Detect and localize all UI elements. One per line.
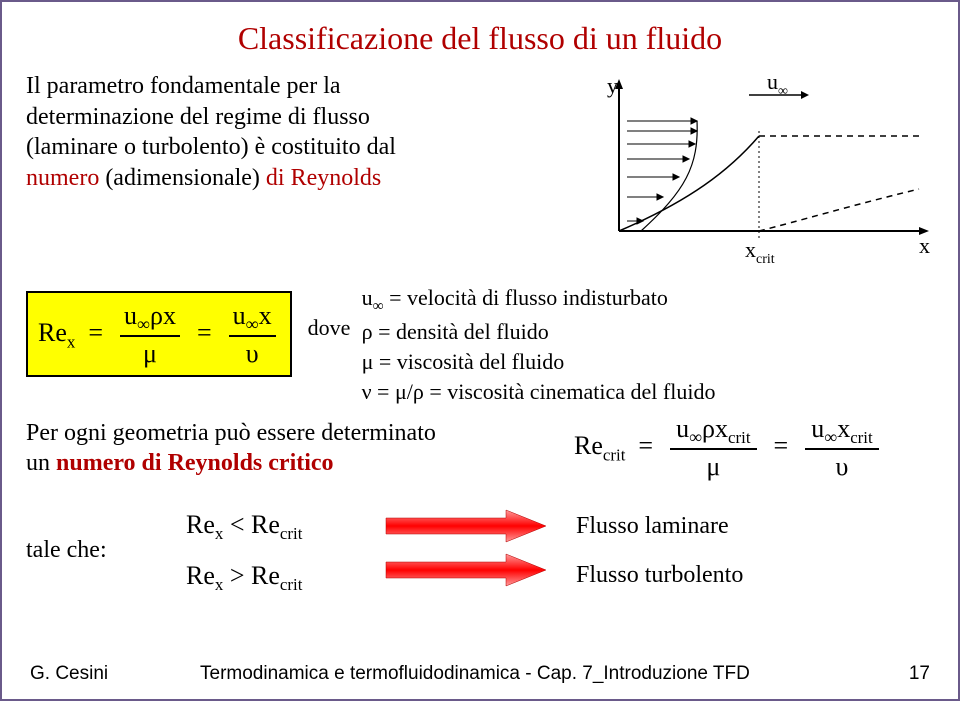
intro-line1: Il parametro fondamentale per la	[26, 73, 341, 99]
ineq2: Rex > Recrit	[186, 551, 376, 601]
legend-line1: u∞ = velocità di flusso indisturbato	[362, 283, 934, 317]
legend-line3: μ = viscosità del fluido	[362, 347, 934, 377]
re-eq1: =	[88, 318, 103, 347]
re-frac1-den: μ	[120, 337, 180, 369]
recrit-frac1-den: μ	[670, 450, 756, 482]
arrow2	[386, 554, 546, 586]
slide-footer: G. Cesini Termodinamica e termofluidodin…	[2, 663, 958, 685]
recrit-frac2: u∞xcrit υ	[805, 414, 878, 482]
turbulent-curve	[759, 189, 919, 231]
intro-emph2: di Reynolds	[266, 165, 381, 191]
re-eq2: =	[197, 318, 212, 347]
geom-line1: Per ogni geometria può essere determinat…	[26, 420, 436, 446]
x-axis-label: x	[919, 233, 930, 258]
footer-page: 17	[880, 663, 930, 685]
intro-line2: determinazione del regime di flusso	[26, 104, 370, 130]
footer-author: G. Cesini	[30, 663, 200, 685]
row-intro-diagram: Il parametro fondamentale per la determi…	[26, 71, 934, 271]
re-sub-x: x	[67, 332, 75, 351]
legend-line2: ρ = densità del fluido	[362, 317, 934, 347]
re-frac1-num: u∞ρx	[120, 301, 180, 337]
row-conclusion: tale che: Rex < Recrit Rex > Recrit	[26, 500, 934, 601]
legend-block: u∞ = velocità di flusso indisturbato ρ =…	[362, 279, 934, 406]
diagram-svg: y x	[599, 71, 934, 271]
recrit-formula: Recrit = u∞ρxcrit μ = u∞xcrit υ	[574, 414, 934, 482]
intro-line3: (laminare o turbolento) è costituito dal	[26, 134, 396, 160]
row-formula-legend: Rex = u∞ρx μ = u∞x υ dove u∞ = velocità …	[26, 279, 934, 406]
recrit-eq2: =	[774, 431, 789, 460]
result1: Flusso laminare	[576, 502, 743, 551]
dove-label: dove	[292, 279, 362, 341]
re-symbol: Re	[38, 318, 67, 347]
re-frac1: u∞ρx μ	[120, 301, 180, 369]
geometry-text: Per ogni geometria può essere determinat…	[26, 418, 574, 478]
velocity-arrows	[627, 118, 697, 224]
recrit-frac2-num: u∞xcrit	[805, 414, 878, 450]
xcrit-label: xcrit	[745, 237, 775, 267]
ineq1: Rex < Recrit	[186, 500, 376, 550]
freestream-arrow-head	[801, 91, 809, 99]
arrows-column	[376, 506, 576, 596]
recrit-frac1: u∞ρxcrit μ	[670, 414, 756, 482]
recrit-symbol: Re	[574, 431, 603, 460]
recrit-eq1: =	[638, 431, 653, 460]
footer-caption: Termodinamica e termofluidodinamica - Ca…	[200, 663, 880, 685]
slide-title: Classificazione del flusso di un fluido	[26, 20, 934, 57]
tale-che: tale che:	[26, 537, 186, 564]
re-frac2: u∞x υ	[229, 301, 276, 369]
reynolds-formula: Rex = u∞ρx μ = u∞x υ	[26, 291, 292, 377]
intro-text: Il parametro fondamentale per la determi…	[26, 71, 599, 271]
reynolds-formula-cell: Rex = u∞ρx μ = u∞x υ	[26, 279, 292, 377]
intro-emph1: numero	[26, 165, 99, 191]
recrit-frac1-num: u∞ρxcrit	[670, 414, 756, 450]
results-column: Flusso laminare Flusso turbolento	[576, 502, 743, 600]
y-axis-label: y	[607, 73, 618, 98]
recrit-sub: crit	[603, 446, 626, 465]
slide-frame: Classificazione del flusso di un fluido …	[0, 0, 960, 701]
geom-line2-plain: un	[26, 450, 56, 476]
re-frac2-den: υ	[229, 337, 276, 369]
recrit-frac2-den: υ	[805, 450, 878, 482]
result2: Flusso turbolento	[576, 551, 743, 600]
re-frac2-num: u∞x	[229, 301, 276, 337]
legend-line4: ν = μ/ρ = viscosità cinematica del fluid…	[362, 377, 934, 407]
inequalities: Rex < Recrit Rex > Recrit	[186, 500, 376, 601]
arrow1	[386, 510, 546, 542]
geom-line2-emph: numero di Reynolds critico	[56, 450, 334, 476]
velocity-envelope	[641, 121, 697, 231]
row-geom-recrit: Per ogni geometria può essere determinat…	[26, 414, 934, 482]
boundary-layer-diagram: y x	[599, 71, 934, 271]
intro-between: (adimensionale)	[99, 165, 266, 191]
laminar-curve	[619, 136, 759, 231]
arrows-svg	[376, 506, 556, 596]
